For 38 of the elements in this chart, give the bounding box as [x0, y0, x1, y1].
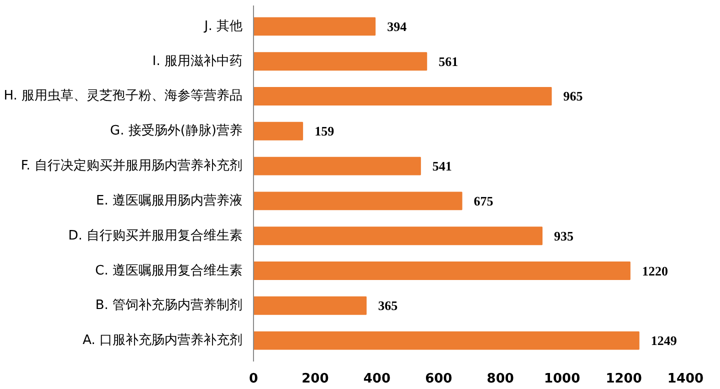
y-tick-label: A. 口服补充肠内营养补充剂 [82, 332, 243, 348]
data-label: 394 [387, 18, 408, 34]
x-tick-label: 1400 [667, 372, 704, 386]
x-tick-label: 0 [248, 372, 258, 386]
bar [254, 331, 640, 350]
y-tick-label: C. 遵医嘱服用复合维生素 [95, 262, 242, 278]
x-tick-label: 400 [363, 372, 390, 386]
bar [254, 226, 543, 246]
data-label: 1249 [650, 333, 678, 348]
x-tick-label: 1200 [606, 372, 642, 386]
y-tick-label: E. 遵医嘱服用肠内营养液 [96, 192, 243, 208]
bar [254, 192, 462, 210]
bar [254, 17, 376, 36]
bar [254, 122, 304, 140]
x-tick-label: 800 [486, 372, 514, 386]
data-label: 965 [563, 88, 584, 104]
x-tick-label: 600 [425, 372, 452, 386]
x-tick-label: 1000 [544, 372, 580, 386]
bar [254, 87, 552, 106]
data-label: 1220 [642, 263, 668, 278]
data-label: 561 [438, 54, 458, 69]
data-label: 935 [554, 228, 574, 244]
data-label: 541 [432, 158, 452, 174]
y-tick-label: F. 自行决定购买并服用肠内营养补充剂 [20, 158, 242, 174]
y-tick-label: I. 服用滋补中药 [152, 54, 243, 69]
y-tick-label: B. 管饲补充肠内营养制剂 [95, 297, 243, 314]
y-tick-label: J. 其他 [203, 18, 243, 34]
y-tick-label: G. 接受肠外(静脉)营养 [110, 122, 242, 139]
bar [254, 262, 630, 280]
y-tick-label: H. 服用虫草、灵芝孢子粉、海参等营养品 [4, 88, 242, 104]
y-tick-label: D. 自行购买并服用复合维生素 [68, 228, 243, 244]
bar [254, 156, 421, 176]
bar [254, 296, 367, 315]
data-label: 159 [314, 124, 335, 139]
bar [254, 52, 428, 71]
data-label: 365 [378, 298, 398, 314]
data-label: 675 [474, 193, 494, 208]
x-tick-label: 200 [302, 372, 329, 386]
